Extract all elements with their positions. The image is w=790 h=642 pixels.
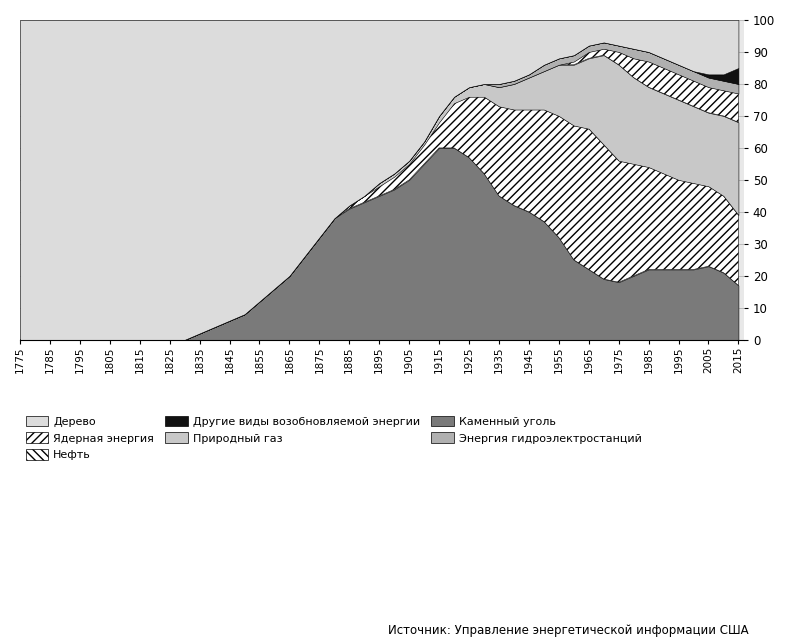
Legend: Дерево, Ядерная энергия, Нефть, Другие виды возобновляемой энергии, Природный га: Дерево, Ядерная энергия, Нефть, Другие в…: [25, 416, 642, 460]
Text: Источник: Управление энергетической информации США: Источник: Управление энергетической инфо…: [389, 624, 749, 638]
